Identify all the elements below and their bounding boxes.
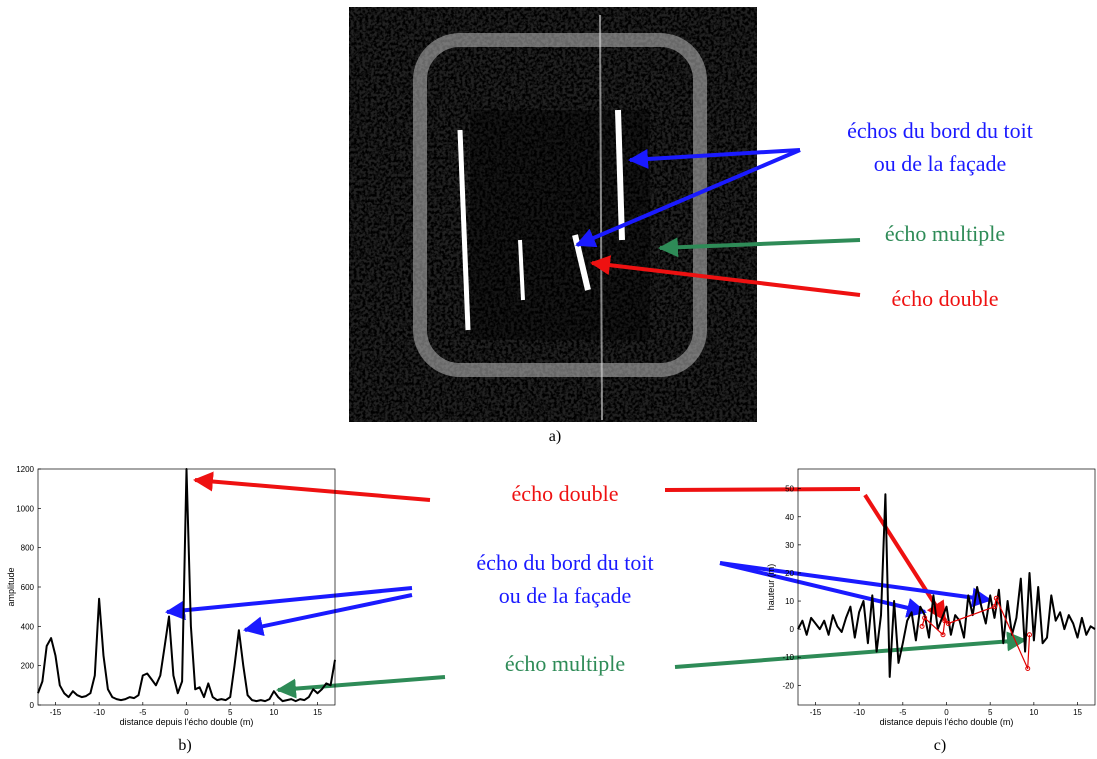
data-point — [940, 632, 946, 638]
y-tick-label: 400 — [21, 622, 35, 631]
x-tick-label: 0 — [944, 708, 949, 717]
y-tick-label: 800 — [21, 544, 35, 553]
annotation: écho double — [512, 481, 619, 506]
data-point — [945, 621, 951, 627]
caption: c) — [934, 737, 946, 754]
y-tick-label: 0 — [30, 701, 35, 710]
y-tick-label: 600 — [21, 583, 35, 592]
data-point — [919, 623, 925, 629]
arrows — [165, 148, 1027, 699]
data-point — [922, 615, 928, 621]
x-tick-label: 15 — [1073, 708, 1082, 717]
x-axis-label: distance depuis l'écho double (m) — [880, 717, 1014, 727]
annotation: écho multiple — [505, 651, 625, 676]
x-tick-label: -15 — [810, 708, 822, 717]
x-tick-label: 5 — [228, 708, 233, 717]
x-axis-label: distance depuis l'écho double (m) — [120, 717, 254, 727]
y-tick-label: 30 — [785, 541, 794, 550]
x-tick-label: -5 — [899, 708, 907, 717]
x-tick-label: 0 — [184, 708, 189, 717]
y-axis-label: amplitude — [6, 567, 16, 606]
caption: b) — [178, 737, 191, 754]
y-tick-label: -10 — [782, 653, 794, 662]
y-tick-label: 200 — [21, 662, 35, 671]
y-tick-label: 20 — [785, 569, 794, 578]
y-tick-label: 1200 — [16, 465, 34, 474]
data-point — [992, 604, 998, 610]
caption: a) — [549, 428, 561, 445]
x-tick-label: 5 — [988, 708, 993, 717]
data-line — [921, 597, 1031, 670]
x-tick-label: -15 — [50, 708, 62, 717]
plot-frame — [797, 468, 1096, 706]
x-tick-label: 10 — [1029, 708, 1038, 717]
annotation: ou de la façade — [499, 583, 632, 608]
y-tick-label: -20 — [782, 681, 794, 690]
data-line — [37, 468, 336, 703]
annotation: écho multiple — [885, 221, 1005, 246]
x-tick-label: 10 — [269, 708, 278, 717]
y-tick-label: 40 — [785, 513, 794, 522]
annotation: échos du bord du toit — [847, 118, 1033, 143]
data-point — [1026, 632, 1032, 638]
y-tick-label: 10 — [785, 597, 794, 606]
y-axis-label: hauteur (m) — [766, 564, 776, 611]
annotation: ou de la façade — [874, 151, 1007, 176]
data-line — [797, 493, 1096, 678]
y-tick-label: 50 — [785, 485, 794, 494]
data-point — [1025, 665, 1031, 671]
x-tick-label: -10 — [93, 708, 105, 717]
y-tick-label: 1000 — [16, 504, 34, 513]
data-point — [942, 618, 948, 624]
sar-image — [349, 7, 757, 422]
x-tick-label: 15 — [313, 708, 322, 717]
annotation: écho du bord du toit — [476, 550, 653, 575]
data-point — [993, 595, 999, 601]
y-tick-label: 0 — [790, 625, 795, 634]
x-tick-label: -10 — [853, 708, 865, 717]
x-tick-label: -5 — [139, 708, 147, 717]
annotation: écho double — [892, 286, 999, 311]
